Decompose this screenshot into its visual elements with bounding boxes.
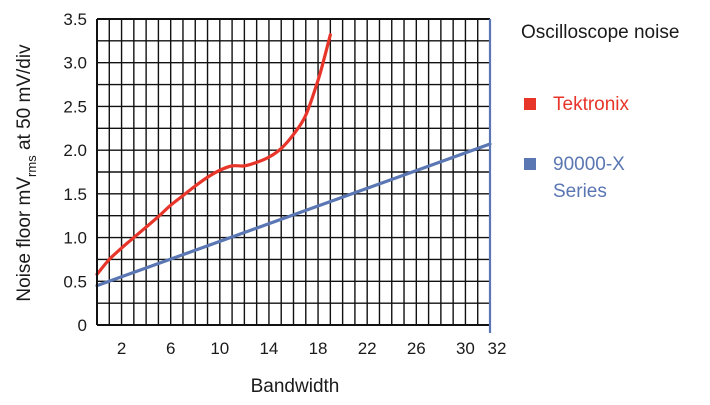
series-line-tektronix bbox=[95, 33, 332, 276]
x-tick-label: 18 bbox=[309, 339, 328, 358]
x-tick-label: 26 bbox=[407, 339, 426, 358]
legend-title: Oscilloscope noise bbox=[521, 22, 679, 43]
legend: Tektronix 90000-X Series bbox=[524, 94, 630, 202]
legend-swatch-tektronix bbox=[524, 98, 536, 110]
legend-label-line: Series bbox=[553, 181, 607, 202]
x-tick-label: 6 bbox=[166, 339, 175, 358]
legend-label-line: 90000-X bbox=[553, 154, 625, 175]
axes bbox=[96, 18, 492, 333]
y-axis-title-subscript: rms bbox=[24, 155, 39, 177]
legend-label-tektronix: Tektronix bbox=[553, 94, 630, 115]
legend-label-line: Tektronix bbox=[553, 94, 630, 115]
x-tick-label: 30 bbox=[456, 339, 475, 358]
y-tick-label: 2.5 bbox=[63, 97, 87, 116]
x-axis-title: Bandwidth bbox=[251, 376, 340, 397]
y-tick-label: 2.0 bbox=[63, 141, 87, 160]
y-tick-label: 1.5 bbox=[63, 185, 87, 204]
y-axis-title: Noise floor mVrms at 50 mV/div bbox=[14, 44, 39, 302]
x-tick-label: 14 bbox=[259, 339, 278, 358]
x-tick-label: 10 bbox=[210, 339, 229, 358]
legend-label-90000-x-series: 90000-X Series bbox=[553, 154, 625, 202]
y-tick-label: 0 bbox=[78, 316, 87, 335]
x-tick-label: 22 bbox=[358, 339, 377, 358]
grid bbox=[97, 19, 490, 325]
y-tick-label: 3.5 bbox=[63, 10, 87, 29]
series-lines bbox=[95, 33, 492, 288]
y-axis-title-main: Noise floor mV bbox=[14, 177, 35, 302]
x-tick-label: 2 bbox=[117, 339, 126, 358]
series-line-90000-x-series bbox=[95, 142, 492, 288]
x-tick-label: 32 bbox=[488, 339, 507, 358]
y-tick-label: 3.0 bbox=[63, 54, 87, 73]
legend-swatch-90000-x-series bbox=[524, 158, 536, 170]
y-tick-label: 0.5 bbox=[63, 272, 87, 291]
tick-labels: 00.51.01.52.02.53.03.52 6 10 14 18 22 26 30 32 bbox=[63, 10, 506, 358]
y-axis-title-suffix: at 50 mV/div bbox=[14, 44, 35, 155]
y-tick-label: 1.0 bbox=[63, 229, 87, 248]
